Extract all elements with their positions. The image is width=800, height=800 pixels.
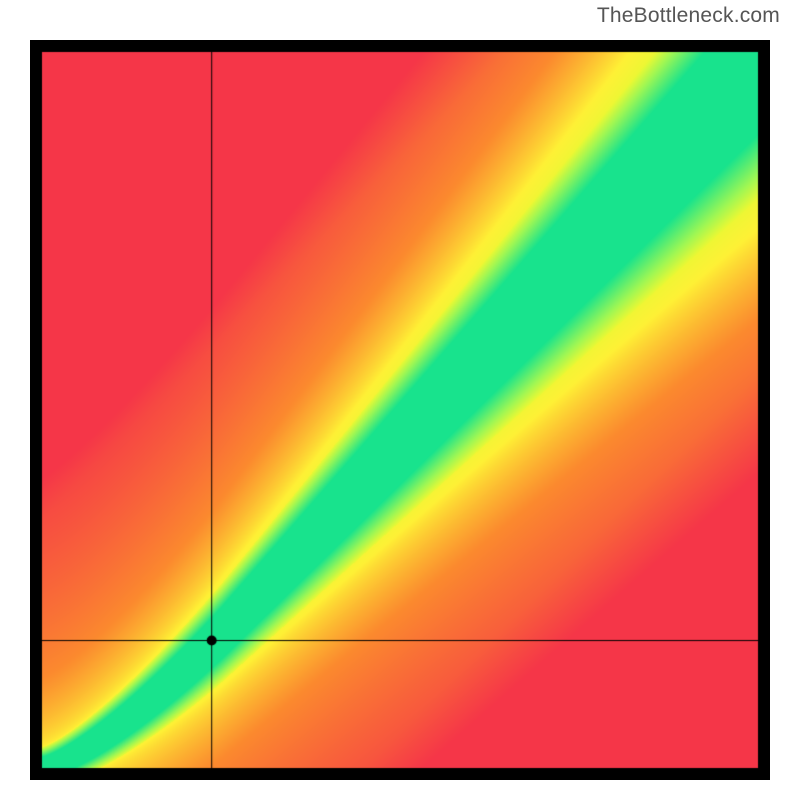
chart-container: TheBottleneck.com xyxy=(0,0,800,800)
heatmap-canvas xyxy=(30,40,770,780)
chart-frame xyxy=(30,40,770,780)
attribution-label: TheBottleneck.com xyxy=(597,4,780,28)
